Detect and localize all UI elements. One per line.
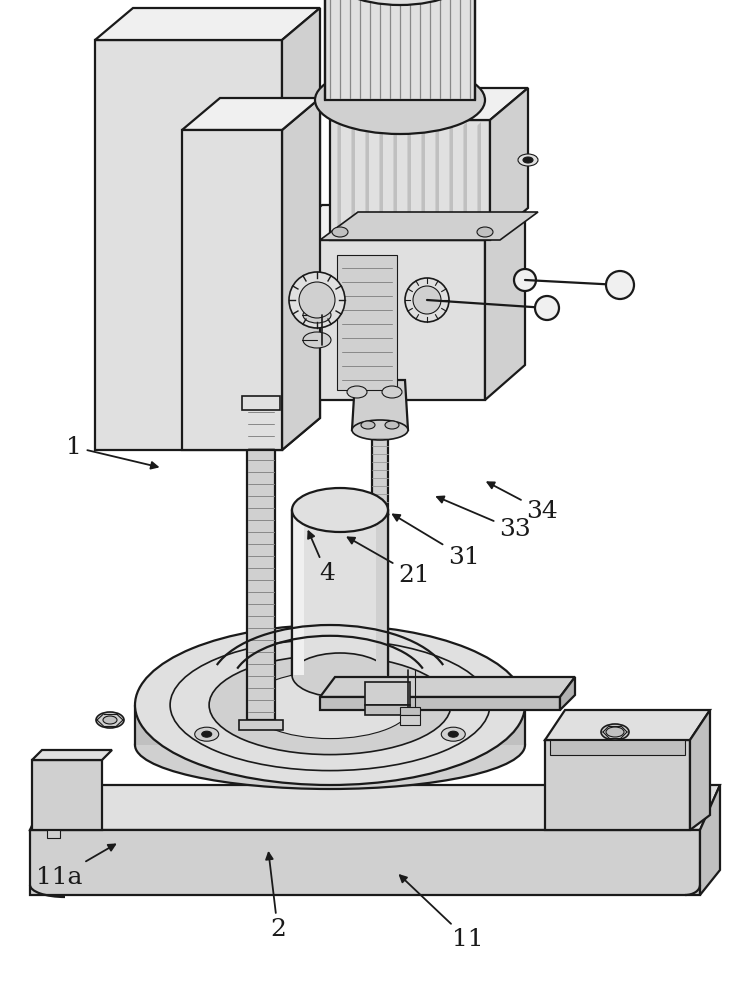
Ellipse shape — [361, 421, 375, 429]
Polygon shape — [30, 885, 700, 895]
Ellipse shape — [315, 66, 485, 134]
Polygon shape — [545, 710, 710, 740]
Ellipse shape — [103, 716, 117, 724]
Polygon shape — [365, 682, 410, 705]
Polygon shape — [485, 205, 525, 400]
Polygon shape — [282, 240, 485, 400]
Polygon shape — [376, 510, 388, 675]
Polygon shape — [450, 122, 453, 235]
Text: 31: 31 — [393, 514, 479, 568]
Polygon shape — [550, 740, 685, 755]
Text: 2: 2 — [266, 853, 286, 942]
Polygon shape — [292, 510, 388, 675]
Polygon shape — [325, 0, 475, 100]
Polygon shape — [292, 510, 304, 675]
Polygon shape — [338, 122, 341, 235]
Ellipse shape — [292, 653, 388, 697]
Polygon shape — [365, 705, 410, 715]
Polygon shape — [372, 430, 388, 515]
Text: 33: 33 — [437, 496, 531, 542]
Polygon shape — [545, 740, 690, 830]
Ellipse shape — [96, 712, 124, 728]
Polygon shape — [422, 122, 425, 235]
Ellipse shape — [601, 724, 629, 740]
Polygon shape — [394, 122, 397, 235]
Polygon shape — [372, 515, 388, 533]
Polygon shape — [330, 120, 490, 240]
Polygon shape — [32, 760, 102, 830]
Polygon shape — [400, 715, 420, 725]
Text: 11: 11 — [400, 875, 484, 952]
Ellipse shape — [448, 731, 458, 737]
Polygon shape — [464, 122, 467, 235]
Ellipse shape — [209, 655, 451, 755]
Ellipse shape — [514, 269, 536, 291]
Ellipse shape — [352, 420, 408, 440]
Ellipse shape — [477, 227, 493, 237]
Polygon shape — [408, 122, 411, 235]
Polygon shape — [32, 750, 112, 760]
Text: 1: 1 — [66, 436, 158, 469]
Polygon shape — [560, 677, 575, 710]
Ellipse shape — [289, 272, 345, 328]
Ellipse shape — [535, 296, 559, 320]
Polygon shape — [320, 212, 538, 240]
Ellipse shape — [523, 157, 533, 163]
Ellipse shape — [518, 154, 538, 166]
Polygon shape — [436, 122, 439, 235]
Ellipse shape — [303, 307, 331, 323]
Polygon shape — [282, 98, 320, 450]
Ellipse shape — [135, 625, 525, 785]
Polygon shape — [239, 720, 283, 730]
Ellipse shape — [325, 0, 475, 5]
Ellipse shape — [405, 278, 449, 322]
Polygon shape — [352, 122, 355, 235]
Ellipse shape — [606, 727, 624, 737]
Ellipse shape — [292, 488, 388, 532]
Polygon shape — [30, 830, 700, 895]
Polygon shape — [320, 697, 560, 710]
Polygon shape — [352, 380, 408, 430]
Ellipse shape — [382, 386, 402, 398]
Polygon shape — [95, 40, 282, 450]
Ellipse shape — [195, 727, 219, 741]
Polygon shape — [366, 122, 369, 235]
Ellipse shape — [332, 227, 348, 237]
Polygon shape — [30, 785, 720, 830]
Polygon shape — [478, 122, 481, 235]
Ellipse shape — [385, 421, 399, 429]
Ellipse shape — [347, 386, 367, 398]
Ellipse shape — [441, 727, 465, 741]
Polygon shape — [47, 830, 60, 838]
Text: 4: 4 — [308, 531, 335, 585]
Polygon shape — [182, 130, 282, 450]
Polygon shape — [135, 705, 525, 745]
Polygon shape — [282, 8, 320, 450]
Ellipse shape — [413, 286, 441, 314]
Polygon shape — [95, 8, 320, 40]
Text: 11a: 11a — [35, 844, 115, 888]
Ellipse shape — [248, 671, 412, 739]
Ellipse shape — [299, 282, 335, 318]
Polygon shape — [700, 785, 720, 895]
Ellipse shape — [303, 332, 331, 348]
Polygon shape — [400, 707, 420, 715]
Ellipse shape — [135, 701, 525, 789]
Polygon shape — [330, 88, 528, 120]
Polygon shape — [337, 255, 397, 390]
Polygon shape — [242, 396, 280, 410]
Ellipse shape — [606, 271, 634, 299]
Ellipse shape — [202, 731, 211, 737]
Polygon shape — [380, 122, 383, 235]
Polygon shape — [490, 88, 528, 240]
Text: 21: 21 — [348, 537, 430, 586]
Polygon shape — [182, 98, 320, 130]
Text: 34: 34 — [488, 482, 558, 522]
Polygon shape — [247, 410, 275, 720]
Polygon shape — [320, 677, 575, 697]
Polygon shape — [282, 205, 525, 240]
Polygon shape — [690, 710, 710, 830]
